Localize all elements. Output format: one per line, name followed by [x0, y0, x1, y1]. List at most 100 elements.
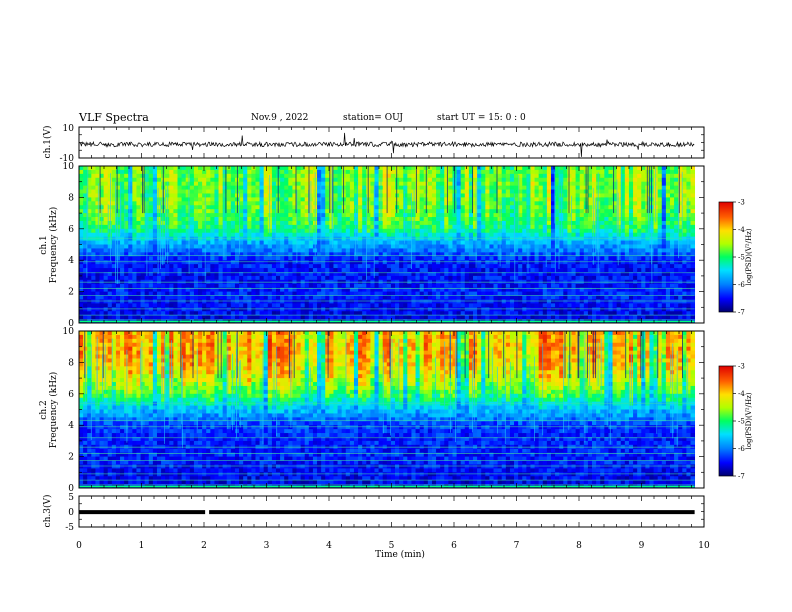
spectrogram-cell	[185, 271, 191, 277]
spectrogram-cell	[378, 271, 384, 277]
spectrogram-cell	[321, 260, 326, 265]
spectrogram-cell	[489, 193, 494, 198]
spectrogram-cell	[169, 173, 174, 179]
spectrogram-cell	[95, 315, 100, 320]
spectrogram-cell	[169, 248, 174, 253]
spectrogram-cell	[440, 181, 445, 187]
spectrogram-cell	[103, 299, 109, 304]
spectrogram-cell	[431, 271, 437, 277]
spectrogram-cell	[530, 213, 535, 218]
spectrogram-cell	[538, 268, 544, 273]
spectrogram-cell	[555, 181, 560, 187]
spectrogram-cell	[169, 260, 174, 265]
spectrogram-cell	[399, 173, 404, 179]
spectrogram-cell	[312, 295, 318, 300]
spectrogram-cell	[358, 185, 363, 190]
spectrogram-cell	[366, 217, 371, 222]
spectrogram-cell	[501, 256, 507, 261]
spectrogram-cell	[152, 181, 158, 187]
spectrogram-cell	[321, 264, 326, 269]
spectrogram-cell	[107, 295, 113, 300]
spectrogram-cell	[132, 307, 137, 312]
spectrogram-cell	[222, 271, 228, 277]
spectrogram-cell	[468, 299, 474, 304]
spectrogram-cell	[222, 260, 228, 265]
spectrogram-cell	[189, 252, 195, 257]
spectrogram-cell	[169, 189, 174, 194]
spectrogram-cell	[325, 260, 330, 265]
spectrogram-cell	[120, 295, 125, 300]
spectrogram-cell	[329, 287, 334, 293]
spectrogram-cell	[79, 287, 84, 293]
spectrogram-cell	[185, 283, 191, 289]
spectrogram-cell	[148, 236, 154, 241]
spectrogram-cell	[555, 307, 560, 312]
spectrogram-cell	[198, 220, 203, 226]
spectrogram-cell	[111, 205, 117, 210]
spectrogram-cell	[165, 287, 170, 293]
spectrogram-cell	[575, 193, 581, 198]
spectrogram-cell	[288, 315, 293, 320]
spectrogram-cell	[358, 189, 363, 194]
spectrogram-cell	[317, 287, 322, 293]
spectrogram-cell	[181, 240, 187, 245]
spectrogram-cell	[546, 205, 552, 210]
spectrogram-cell	[374, 236, 379, 241]
spectrogram-cell	[489, 173, 494, 179]
spectrogram-cell	[218, 236, 224, 241]
spectrogram-cell	[226, 248, 232, 253]
spectrogram-cell	[107, 193, 113, 198]
spectrogram-cell	[362, 271, 367, 277]
spectrogram-cell	[140, 244, 146, 249]
spectrogram-cell	[415, 166, 421, 171]
spectrogram-cell	[120, 244, 125, 249]
spectrogram-cell	[210, 291, 215, 296]
spectrogram-cell	[276, 287, 281, 293]
spectrogram-cell	[263, 232, 269, 238]
spectrogram-cell	[505, 244, 511, 249]
spectrogram-cell	[189, 189, 195, 194]
spectrogram-cell	[317, 209, 322, 214]
spectrogram-cell	[243, 291, 248, 296]
spectrogram-cell	[505, 166, 511, 171]
spectrogram-cell	[189, 299, 195, 304]
spectrogram-cell	[280, 209, 285, 214]
spectrogram-cell	[239, 205, 244, 210]
spectrogram-cell	[509, 213, 515, 218]
spectrogram-cell	[571, 295, 576, 300]
spectrogram-cell	[485, 264, 490, 269]
spectrogram-cell	[243, 299, 248, 304]
spectrogram-cell	[341, 217, 347, 222]
spectrogram-cell	[550, 217, 556, 222]
spectrogram-cell	[177, 256, 182, 261]
spectrogram-cell	[165, 315, 170, 320]
spectrogram-cell	[358, 173, 363, 179]
spectrogram-cell	[522, 307, 527, 312]
spectrogram-cell	[407, 177, 412, 183]
spectrogram-cell	[218, 260, 224, 265]
spectrogram-cell	[546, 291, 552, 296]
spectrogram-cell	[321, 232, 326, 238]
spectrogram-cell	[353, 213, 359, 218]
spectrogram-cell	[95, 189, 100, 194]
spectrogram-cell	[526, 189, 531, 194]
spectrogram-cell	[399, 193, 404, 198]
spectrogram-cell	[419, 209, 425, 214]
spectrogram-cell	[120, 311, 125, 316]
spectrogram-cell	[210, 275, 215, 281]
spectrogram-cell	[247, 295, 252, 300]
spectrogram-cell	[308, 287, 314, 293]
spectrogram-cell	[120, 220, 125, 226]
spectrogram-cell	[91, 228, 96, 234]
spectrogram-cell	[103, 252, 109, 257]
spectrogram-cell	[202, 213, 207, 218]
spectrogram-cell	[177, 232, 182, 238]
spectrogram-cell	[87, 315, 92, 320]
spectrogram-cell	[473, 236, 478, 241]
spectrogram-cell	[362, 275, 367, 281]
spectrogram-cell	[83, 299, 88, 304]
spectrogram-cell	[276, 217, 281, 222]
spectrogram-cell	[132, 264, 137, 269]
spectrogram-cell	[546, 193, 552, 198]
spectrogram-cell	[349, 244, 355, 249]
